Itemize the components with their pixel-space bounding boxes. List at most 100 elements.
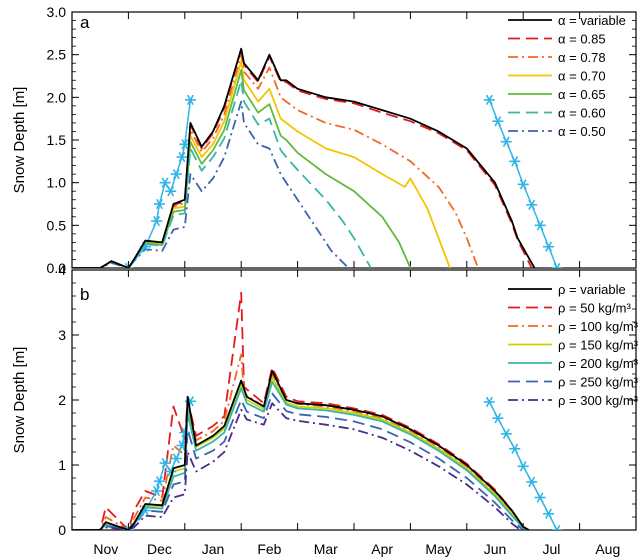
asterisk-stroke xyxy=(181,139,189,150)
series-line xyxy=(72,402,521,530)
asterisk-stroke xyxy=(545,241,553,252)
x-tick-label: Dec xyxy=(147,541,172,557)
asterisk-stroke xyxy=(545,508,553,519)
asterisk-stroke xyxy=(167,466,175,477)
plot-area xyxy=(72,291,563,530)
asterisk-stroke xyxy=(141,505,149,516)
y-tick-label: 0 xyxy=(58,522,66,538)
x-tick-label: May xyxy=(425,541,451,557)
legend-entry: α = variable xyxy=(558,13,626,28)
asterisk-stroke xyxy=(519,461,527,472)
series-line xyxy=(72,392,524,530)
series-line xyxy=(72,380,530,530)
asterisk-marker xyxy=(492,116,504,127)
legend: ρ = variable ρ = 50 kg/m³ ρ = 100 kg/m³ ρ =… xyxy=(508,282,639,408)
panel-a: 0.0 0.5 1.0 1.5 2.0 2.5 3.0 Snow Depth [m] a α = … xyxy=(11,4,637,276)
asterisk-stroke xyxy=(186,94,194,106)
y-tick-label: 1.5 xyxy=(47,132,67,148)
asterisk-stroke xyxy=(155,476,163,487)
asterisk-stroke xyxy=(485,396,493,408)
series-line xyxy=(72,369,530,530)
legend-entry: α = 0.78 xyxy=(558,50,606,65)
asterisk-stroke xyxy=(161,177,169,188)
x-tick-label: Jun xyxy=(484,541,507,557)
x-tick-label: Aug xyxy=(595,541,620,557)
y-tick-label: 1.0 xyxy=(47,175,67,191)
plot-frame xyxy=(71,11,637,269)
asterisk-stroke xyxy=(502,136,510,147)
x-tick-label: Jul xyxy=(542,541,560,557)
asterisk-stroke xyxy=(556,524,561,530)
asterisk-stroke xyxy=(124,524,130,530)
asterisk-marker xyxy=(170,453,182,464)
asterisk-stroke xyxy=(155,198,163,210)
asterisk-stroke xyxy=(172,168,180,180)
series-line xyxy=(72,291,530,530)
y-tick-label: 3 xyxy=(58,327,66,343)
asterisk-marker xyxy=(483,396,495,408)
asterisk-stroke xyxy=(178,151,186,163)
panel-b: 0 1 2 3 4 Nov Dec Jan Feb Mar Apr May Jun Jul Aug Snow … xyxy=(11,262,639,557)
asterisk-stroke xyxy=(528,476,536,488)
asterisk-marker xyxy=(543,508,555,519)
asterisk-marker xyxy=(526,476,538,488)
legend-entry: ρ = variable xyxy=(558,282,626,297)
series-line xyxy=(72,48,533,268)
asterisk-marker xyxy=(153,476,165,487)
y-tick-label: 2.5 xyxy=(47,47,67,63)
asterisk-marker xyxy=(151,485,163,497)
asterisk-stroke xyxy=(485,94,493,106)
asterisk-marker xyxy=(517,461,529,472)
legend-entry: ρ = 250 kg/m³ xyxy=(558,375,639,390)
asterisk-stroke xyxy=(511,156,519,167)
asterisk-marker xyxy=(551,524,563,530)
asterisk-stroke xyxy=(153,215,161,227)
asterisk-marker xyxy=(534,220,546,231)
legend-entry: ρ = 50 kg/m³ xyxy=(558,301,631,316)
asterisk-stroke xyxy=(528,199,536,211)
asterisk-stroke xyxy=(161,457,169,469)
asterisk-stroke xyxy=(536,492,544,503)
y-tick-label: 4 xyxy=(58,262,66,278)
asterisk-stroke xyxy=(519,179,527,190)
y-tick-label: 1 xyxy=(58,457,66,473)
x-tick-label: Nov xyxy=(93,541,118,557)
legend-entry: α = 0.70 xyxy=(558,69,606,84)
asterisk-stroke xyxy=(124,262,130,268)
x-tick-label: Apr xyxy=(371,541,393,557)
asterisk-marker xyxy=(551,262,563,268)
asterisk-marker xyxy=(151,215,163,227)
legend-entry: ρ = 300 kg/m³ xyxy=(558,393,639,408)
asterisk-marker xyxy=(500,136,512,147)
legend-entry: ρ = 100 kg/m³ xyxy=(558,319,639,334)
y-axis-label: Snow Depth [m] xyxy=(11,87,28,194)
asterisk-marker xyxy=(153,198,165,210)
legend: α = variable α = 0.85 α = 0.78 α = 0.70 α = … xyxy=(508,13,626,139)
x-tick-label: Feb xyxy=(257,541,281,557)
y-axis-label: Snow Depth [m] xyxy=(11,347,28,454)
asterisk-marker xyxy=(165,186,177,197)
y-tick-label: 0.0 xyxy=(47,260,67,276)
asterisk-marker xyxy=(517,179,529,190)
asterisk-stroke xyxy=(153,485,161,497)
y-tick-label: 2.0 xyxy=(47,89,67,105)
asterisk-marker xyxy=(526,199,538,211)
series-line xyxy=(72,47,536,268)
asterisk-stroke xyxy=(556,262,561,268)
asterisk-stroke xyxy=(536,220,544,231)
asterisk-marker xyxy=(509,156,521,167)
legend-entry: ρ = 150 kg/m³ xyxy=(558,338,639,353)
series-line xyxy=(72,353,530,530)
y-tick-label: 3.0 xyxy=(47,4,67,20)
asterisk-stroke xyxy=(494,116,502,127)
panel-letter: a xyxy=(80,13,90,32)
asterisk-marker xyxy=(176,151,188,163)
y-tick-label: 0.5 xyxy=(47,217,67,233)
asterisk-stroke xyxy=(511,443,519,454)
asterisk-marker xyxy=(170,168,182,180)
legend-entry: α = 0.65 xyxy=(558,87,606,102)
asterisk-stroke xyxy=(167,186,175,197)
asterisk-stroke xyxy=(178,440,186,451)
asterisk-marker xyxy=(483,94,495,106)
